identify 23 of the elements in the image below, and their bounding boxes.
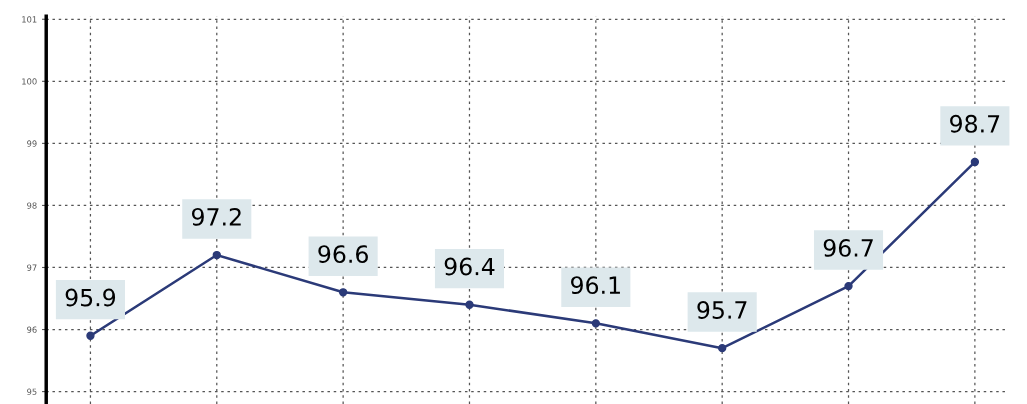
point	[844, 281, 853, 291]
data-label: 95.7	[697, 301, 747, 319]
data-label: 95.9	[65, 288, 116, 307]
y-tick-label: 95	[27, 388, 37, 395]
y-tick-label: 97	[27, 264, 37, 271]
y-tick-label: 96	[27, 326, 37, 333]
data-label: 96.1	[571, 276, 620, 295]
point	[718, 343, 727, 353]
point	[591, 319, 600, 328]
data-label: 96.4	[444, 257, 495, 276]
y-tick-label: 98	[27, 202, 37, 209]
y-tick-label: 101	[22, 16, 37, 23]
data-label: 97.2	[191, 207, 241, 226]
point	[465, 300, 474, 309]
data-label: 96.6	[318, 245, 368, 264]
data-label: 96.7	[823, 238, 873, 257]
point	[338, 288, 348, 297]
y-tick-label: 100	[22, 78, 37, 85]
point	[212, 250, 221, 260]
y-tick-label: 99	[27, 140, 37, 147]
point	[86, 331, 95, 340]
point	[970, 157, 980, 167]
data-label: 98.7	[950, 114, 1000, 133]
